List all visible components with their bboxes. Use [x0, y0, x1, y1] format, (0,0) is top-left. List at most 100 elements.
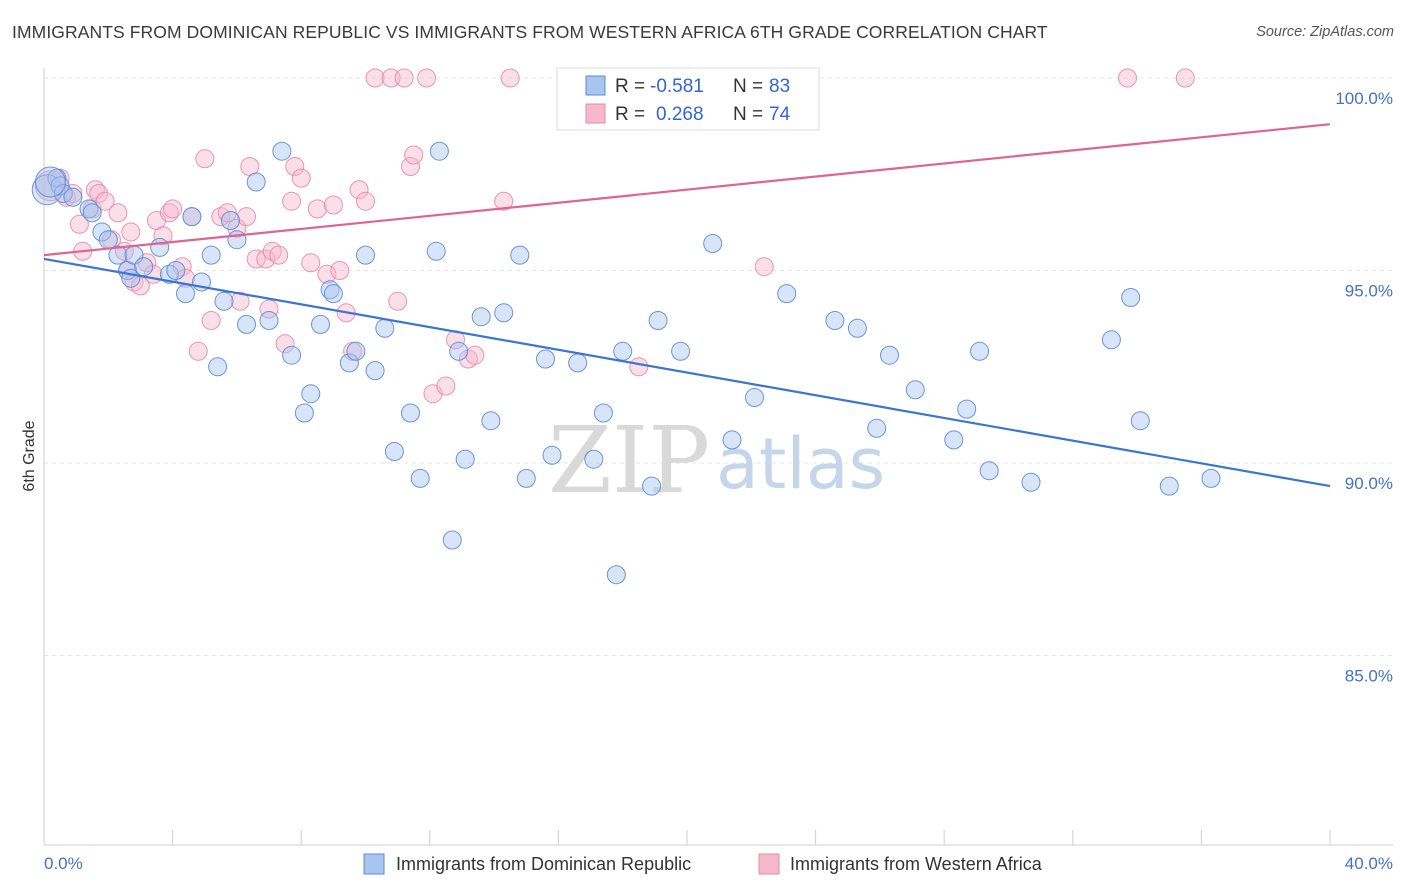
dominican-republic-point: [1130, 411, 1150, 431]
western-africa-point: [121, 222, 141, 242]
dominican-republic-point: [50, 176, 70, 196]
western-africa-point: [417, 68, 437, 88]
dominican-republic-point: [957, 399, 977, 419]
western-africa-point: [259, 299, 279, 319]
dominican-republic-point: [176, 284, 195, 304]
dominican-republic-point: [375, 318, 395, 338]
dominican-republic-point: [606, 565, 626, 585]
western-africa-point: [89, 184, 109, 203]
legend-r-label-blue: R =: [615, 76, 645, 97]
x-tick-label-min: 0.0%: [44, 854, 83, 873]
y-axis-label: 6th Grade: [21, 420, 38, 491]
dominican-republic-point: [134, 257, 154, 277]
dominican-republic-point: [671, 341, 691, 361]
dominican-republic-point: [536, 349, 555, 369]
correlation-legend: R = -0.581 N = 83 R = 0.268 N = 74: [556, 67, 820, 131]
watermark-zip: ZIP: [548, 407, 710, 514]
dominican-republic-point: [542, 445, 562, 465]
dominican-republic-point: [166, 261, 186, 280]
western-africa-point: [262, 241, 282, 261]
western-africa-point: [629, 357, 649, 377]
western-africa-point: [317, 264, 337, 284]
dominican-republic-point: [584, 449, 604, 469]
dominican-republic-point: [703, 234, 723, 253]
series-legend: Immigrants from Dominican Republic Immig…: [363, 853, 1043, 875]
dominican-republic-point: [429, 141, 449, 161]
dominican-republic-point: [150, 237, 170, 257]
dominican-republic-point: [346, 341, 366, 361]
western-africa-point: [458, 349, 478, 369]
western-africa-point: [285, 157, 305, 176]
legend-n-label-pink: N =: [733, 104, 763, 125]
legend-n-value-pink: 74: [769, 104, 791, 125]
dominican-republic-point: [516, 468, 536, 488]
western-africa-point: [494, 191, 514, 211]
western-africa-point: [365, 68, 385, 88]
western-africa-point: [291, 168, 311, 188]
legend-swatch-pink: [585, 103, 606, 124]
western-africa-point: [500, 68, 520, 88]
dominican-republic-point: [722, 430, 742, 450]
series-western-africa-points: [34, 68, 1195, 404]
dominican-republic-point: [494, 303, 514, 323]
legend-n-value-blue: 83: [769, 76, 790, 97]
legend-r-value-pink: 0.268: [656, 104, 704, 125]
dominican-republic-point: [53, 184, 73, 203]
dominican-republic-point: [979, 461, 999, 481]
western-africa-point: [282, 191, 302, 211]
dominican-republic-point: [272, 141, 292, 161]
y-tick-label-95: 95.0%: [1345, 282, 1393, 301]
dominican-republic-point: [593, 403, 613, 423]
dominican-republic-point: [970, 341, 990, 361]
western-africa-point: [201, 311, 221, 330]
dominican-republic-point: [282, 345, 302, 365]
dominican-republic-point: [356, 245, 375, 265]
western-africa-point: [436, 376, 456, 396]
series-legend-label-blue: Immigrants from Dominican Republic: [396, 854, 691, 874]
dominican-republic-point: [481, 411, 501, 431]
western-africa-point: [230, 291, 250, 311]
legend-r-label-pink: R =: [615, 104, 645, 125]
dominican-republic-point: [221, 211, 240, 230]
dominican-republic-point: [311, 314, 330, 334]
western-africa-point: [323, 195, 343, 215]
western-africa-point: [301, 253, 321, 273]
dominican-republic-point: [426, 241, 446, 261]
western-africa-point: [465, 345, 485, 365]
watermark-atlas: atlas: [716, 423, 885, 505]
trend-lines: [43, 123, 1331, 488]
western-africa-point: [356, 191, 375, 211]
western-africa-point: [188, 341, 208, 361]
western-africa-point: [1175, 68, 1195, 88]
dominican-republic-point: [259, 311, 279, 330]
dominican-republic-point: [880, 345, 899, 365]
dominican-republic-point: [34, 166, 66, 198]
series-legend-label-pink: Immigrants from Western Africa: [790, 854, 1043, 874]
dominican-republic-point: [214, 291, 234, 311]
legend-swatch-blue: [585, 75, 606, 96]
western-africa-point: [1118, 68, 1137, 88]
western-africa-point: [153, 226, 173, 246]
dominican-republic-point: [745, 388, 764, 407]
dominican-republic-point: [905, 380, 925, 400]
source-credit: Source: ZipAtlas.com: [1256, 24, 1394, 40]
dominican-republic-point: [648, 311, 668, 330]
dominican-republic-point: [449, 341, 469, 361]
x-tick-label-max: 40.0%: [1345, 854, 1393, 873]
dominican-republic-point: [320, 280, 340, 300]
dominican-republic-point: [613, 341, 633, 361]
dominican-republic-point: [1159, 476, 1179, 496]
western-africa-point: [269, 245, 289, 265]
watermark: ZIP atlas: [548, 407, 885, 514]
dominican-republic-point: [294, 403, 314, 423]
dominican-republic-point: [944, 430, 964, 450]
trend-line-western-africa: [43, 123, 1331, 257]
western-africa-point: [159, 203, 179, 223]
dominican-republic-point: [201, 245, 221, 265]
axes: [43, 68, 1393, 846]
dominican-republic-point: [455, 449, 475, 469]
dominican-republic-point: [867, 418, 887, 438]
series-dominican-republic-points: [31, 141, 1221, 585]
dominican-republic-point: [777, 284, 797, 304]
